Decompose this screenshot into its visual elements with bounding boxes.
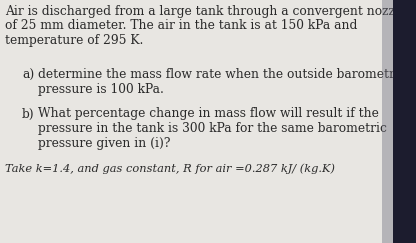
- Text: pressure is 100 kPa.: pressure is 100 kPa.: [38, 83, 164, 96]
- Text: pressure given in (i)?: pressure given in (i)?: [38, 137, 171, 149]
- Text: b): b): [22, 107, 35, 121]
- Text: a): a): [22, 69, 34, 81]
- Bar: [382, 0, 393, 243]
- Text: What percentage change in mass flow will result if the: What percentage change in mass flow will…: [38, 107, 379, 121]
- Text: temperature of 295 K.: temperature of 295 K.: [5, 34, 144, 47]
- Bar: [393, 0, 416, 243]
- Text: pressure in the tank is 300 kPa for the same barometric: pressure in the tank is 300 kPa for the …: [38, 122, 387, 135]
- Text: Take k=1.4, and gas constant, R for air =0.287 kJ/ (kg.K): Take k=1.4, and gas constant, R for air …: [5, 163, 335, 174]
- Text: of 25 mm diameter. The air in the tank is at 150 kPa and: of 25 mm diameter. The air in the tank i…: [5, 19, 357, 33]
- Text: determine the mass flow rate when the outside barometric: determine the mass flow rate when the ou…: [38, 69, 406, 81]
- Text: Air is discharged from a large tank through a convergent nozzle: Air is discharged from a large tank thro…: [5, 5, 406, 18]
